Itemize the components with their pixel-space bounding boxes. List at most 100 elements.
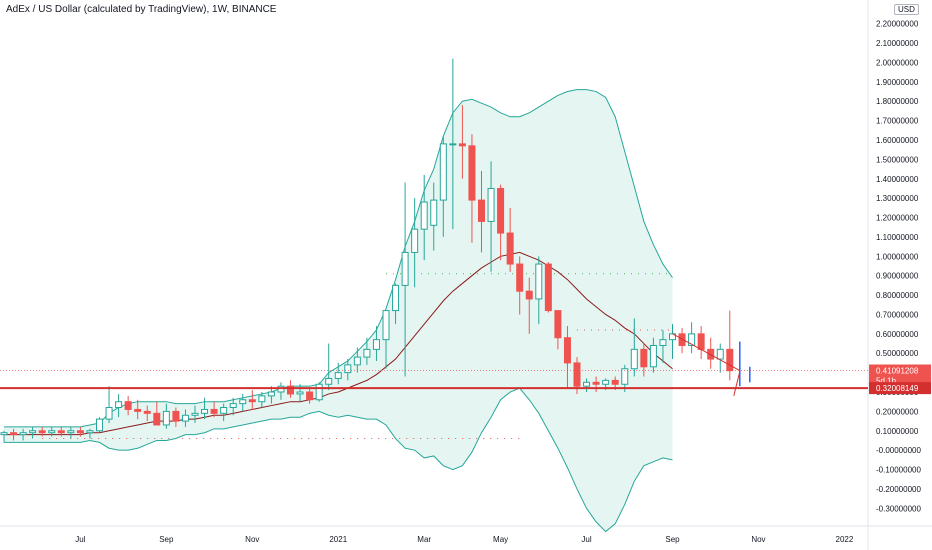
currency-badge[interactable]: USD bbox=[894, 4, 919, 15]
candle-body[interactable] bbox=[229, 403, 237, 409]
bollinger-band-fill bbox=[4, 89, 673, 532]
y-tick-label: 0.50000000 bbox=[876, 349, 919, 358]
candle-body[interactable] bbox=[468, 145, 476, 201]
candle-body[interactable] bbox=[172, 410, 180, 422]
candle-body[interactable] bbox=[67, 430, 75, 434]
candle-body[interactable] bbox=[554, 310, 562, 339]
candle-body[interactable] bbox=[563, 337, 571, 364]
x-tick-label: Jul bbox=[581, 535, 591, 544]
candle-body[interactable] bbox=[630, 348, 638, 370]
candle-body[interactable] bbox=[105, 407, 113, 420]
support-price-label-bg bbox=[869, 382, 931, 395]
candle-body[interactable] bbox=[162, 410, 170, 426]
candle-body[interactable] bbox=[372, 339, 380, 350]
candle-body[interactable] bbox=[287, 385, 294, 395]
y-tick-label: 1.60000000 bbox=[876, 136, 919, 145]
candle-body[interactable] bbox=[248, 399, 256, 403]
candle-body[interactable] bbox=[516, 263, 524, 292]
candle-body[interactable] bbox=[201, 408, 209, 414]
candle-body[interactable] bbox=[267, 391, 275, 397]
candle-body[interactable] bbox=[497, 187, 505, 234]
candle-body[interactable] bbox=[57, 430, 65, 434]
y-tick-label: 0.80000000 bbox=[876, 291, 919, 300]
x-tick-label: Sep bbox=[159, 535, 174, 544]
candle-body[interactable] bbox=[602, 379, 610, 385]
y-tick-label: 2.20000000 bbox=[876, 20, 919, 29]
x-tick-label: 2021 bbox=[329, 535, 347, 544]
candle-body[interactable] bbox=[525, 290, 533, 300]
candle-body[interactable] bbox=[592, 381, 600, 385]
candle-body[interactable] bbox=[688, 333, 696, 346]
candle-body[interactable] bbox=[392, 284, 400, 312]
candle-body[interactable] bbox=[411, 228, 419, 253]
bollinger-basis-line bbox=[4, 251, 673, 436]
candle-body[interactable] bbox=[115, 401, 123, 409]
candle-body[interactable] bbox=[544, 263, 552, 312]
candle-body[interactable] bbox=[449, 143, 457, 146]
candle-body[interactable] bbox=[0, 432, 8, 436]
current-price-label-bg bbox=[869, 364, 931, 387]
bollinger-lower-line bbox=[4, 387, 673, 533]
candle-body[interactable] bbox=[210, 408, 218, 414]
candle-body[interactable] bbox=[430, 199, 438, 226]
candle-body[interactable] bbox=[649, 344, 657, 368]
candle-body[interactable] bbox=[143, 410, 151, 414]
candle-body[interactable] bbox=[153, 412, 161, 426]
candle-body[interactable] bbox=[439, 143, 447, 201]
candle-body[interactable] bbox=[96, 418, 103, 432]
candle-body[interactable] bbox=[181, 414, 189, 422]
candle-body[interactable] bbox=[382, 310, 390, 341]
y-tick-label: 1.00000000 bbox=[876, 252, 919, 261]
y-tick-label: 0.20000000 bbox=[876, 407, 919, 416]
candle-body[interactable] bbox=[458, 143, 466, 147]
candle-body[interactable] bbox=[659, 339, 667, 346]
candle-body[interactable] bbox=[315, 383, 323, 401]
candle-body[interactable] bbox=[29, 430, 37, 434]
candle-body[interactable] bbox=[478, 199, 485, 222]
y-tick-label: 1.80000000 bbox=[876, 97, 919, 106]
y-tick-label: 1.50000000 bbox=[876, 155, 919, 164]
candle-body[interactable] bbox=[640, 348, 648, 368]
candle-body[interactable] bbox=[487, 187, 495, 222]
candle-body[interactable] bbox=[401, 251, 409, 286]
candle-body[interactable] bbox=[583, 381, 591, 387]
candle-body[interactable] bbox=[716, 348, 724, 360]
candle-body[interactable] bbox=[420, 201, 428, 230]
candle-body[interactable] bbox=[220, 407, 228, 414]
support-price-label: 0.32008149 bbox=[876, 384, 919, 393]
candle-body[interactable] bbox=[325, 377, 333, 385]
candle-body[interactable] bbox=[306, 391, 314, 401]
candle-body[interactable] bbox=[134, 408, 142, 412]
candle-body[interactable] bbox=[506, 232, 514, 265]
y-tick-label: -0.10000000 bbox=[876, 466, 921, 475]
candle-body[interactable] bbox=[48, 430, 56, 434]
candle-body[interactable] bbox=[124, 401, 132, 410]
candle-body[interactable] bbox=[678, 333, 686, 346]
candle-body[interactable] bbox=[573, 362, 581, 387]
candle-body[interactable] bbox=[726, 348, 734, 372]
candle-body[interactable] bbox=[38, 430, 46, 434]
candle-body[interactable] bbox=[621, 368, 629, 385]
candle-body[interactable] bbox=[86, 430, 94, 434]
candle-body[interactable] bbox=[10, 432, 18, 436]
triangle-lower-line bbox=[733, 370, 741, 396]
candle-body[interactable] bbox=[535, 263, 543, 300]
candle-body[interactable] bbox=[344, 364, 352, 374]
candle-body[interactable] bbox=[363, 348, 371, 358]
candle-body[interactable] bbox=[697, 333, 705, 350]
candle-body[interactable] bbox=[19, 432, 27, 436]
y-tick-label: -0.00000000 bbox=[876, 446, 921, 455]
candle-body[interactable] bbox=[258, 395, 266, 403]
candle-body[interactable] bbox=[353, 356, 361, 366]
y-tick-label: 1.70000000 bbox=[876, 117, 919, 126]
candle-body[interactable] bbox=[191, 412, 199, 416]
y-tick-label: 1.10000000 bbox=[876, 233, 919, 242]
candle-body[interactable] bbox=[296, 391, 304, 395]
candle-body[interactable] bbox=[239, 399, 247, 405]
candle-body[interactable] bbox=[611, 379, 619, 385]
y-tick-label: -0.30000000 bbox=[876, 504, 921, 513]
candle-body[interactable] bbox=[334, 372, 342, 379]
y-tick-label: 0.90000000 bbox=[876, 272, 919, 281]
candle-body[interactable] bbox=[76, 430, 84, 434]
